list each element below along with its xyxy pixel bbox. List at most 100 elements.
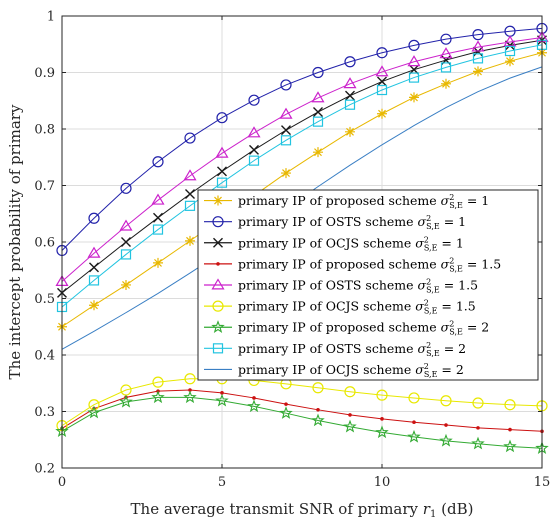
data-point — [311, 413, 325, 427]
data-point — [213, 237, 223, 248]
data-point — [503, 439, 517, 453]
data-point — [212, 216, 224, 228]
legend-item: primary IP of OCJS scheme σ2 S,E = 2 — [204, 362, 464, 379]
data-point — [376, 47, 388, 59]
y-tick-label: 0.5 — [34, 292, 55, 307]
legend-label: primary IP of OSTS scheme σ2 S,E = 1.5 — [238, 278, 478, 295]
legend-item: primary IP of proposed scheme σ2 S,E = 1 — [204, 193, 489, 210]
legend-item: primary IP of proposed scheme σ2 S,E = 2 — [204, 320, 489, 337]
data-point — [212, 343, 224, 354]
data-point — [472, 53, 484, 64]
legend-label: primary IP of proposed scheme σ2 S,E = 2 — [238, 320, 489, 337]
legend-label: primary IP of proposed scheme σ2 S,E = 1 — [238, 193, 489, 210]
legend-item: primary IP of OSTS scheme σ2 S,E = 1 — [204, 214, 466, 231]
data-point — [184, 132, 196, 144]
data-point — [152, 224, 164, 235]
data-point — [89, 300, 99, 311]
data-point — [151, 193, 165, 205]
data-point — [476, 426, 480, 430]
x-tick-label: 15 — [534, 475, 550, 490]
data-point — [471, 436, 485, 450]
data-point — [252, 396, 256, 400]
data-point — [441, 78, 451, 89]
data-point — [153, 212, 163, 223]
axis-ticks: 0.20.30.40.50.60.70.80.910 5 10 15 — [34, 10, 550, 491]
series-4 — [60, 388, 544, 434]
legend-label: primary IP of proposed scheme σ2 S,E = 1.… — [238, 256, 501, 273]
series-line — [61, 39, 543, 294]
data-point — [375, 65, 389, 77]
data-point — [280, 79, 292, 91]
series-8 — [56, 39, 548, 313]
y-tick-label: 1 — [47, 10, 55, 25]
legend-item: primary IP of OCJS scheme σ2 S,E = 1 — [204, 235, 464, 252]
data-point — [311, 91, 325, 103]
legend-item: primary IP of OSTS scheme σ2 S,E = 2 — [204, 341, 466, 358]
series-6 — [56, 373, 548, 432]
data-point — [188, 388, 192, 392]
data-point — [380, 417, 384, 421]
data-point — [119, 394, 133, 408]
data-point — [279, 107, 293, 119]
data-point — [217, 166, 227, 177]
data-point — [216, 112, 228, 124]
data-point — [312, 116, 324, 127]
legend-item: primary IP of OCJS scheme σ2 S,E = 1.5 — [204, 299, 476, 316]
legend-box — [197, 189, 539, 381]
data-point — [119, 219, 133, 231]
series-line — [61, 36, 543, 282]
data-point — [183, 169, 197, 181]
y-tick-label: 0.2 — [34, 462, 55, 477]
x-axis-label-sub: 1 — [430, 509, 436, 520]
data-point — [152, 376, 164, 388]
x-tick-label: 0 — [58, 475, 66, 490]
x-axis-label: The average transmit SNR of primary r1 (… — [131, 500, 474, 520]
data-point — [408, 39, 420, 51]
data-point — [121, 237, 131, 247]
y-tick-label: 0.8 — [34, 123, 55, 138]
data-point — [248, 94, 260, 106]
data-point — [211, 278, 225, 290]
data-point — [409, 92, 419, 103]
legend-label: primary IP of OCJS scheme σ2 S,E = 1.5 — [238, 299, 476, 316]
legend-label: primary IP of OSTS scheme σ2 S,E = 2 — [238, 341, 466, 358]
data-point — [280, 135, 292, 146]
data-point — [504, 399, 516, 411]
data-point — [440, 33, 452, 45]
data-point — [216, 262, 220, 266]
legend-label: primary IP of OCJS scheme σ2 S,E = 2 — [238, 362, 464, 379]
data-point — [211, 320, 225, 333]
y-tick-label: 0.9 — [34, 66, 55, 81]
data-point — [343, 77, 357, 89]
data-point — [153, 257, 163, 268]
data-point — [89, 262, 99, 273]
data-point — [408, 72, 420, 83]
data-point — [504, 45, 516, 57]
data-point — [281, 125, 291, 136]
data-point — [344, 386, 356, 398]
data-point — [87, 246, 101, 258]
data-point — [375, 425, 389, 439]
data-point — [344, 56, 356, 68]
data-point — [313, 107, 323, 118]
x-axis-label-text: The average transmit SNR of primary — [131, 500, 423, 518]
data-point — [151, 390, 165, 404]
data-point — [344, 99, 356, 110]
data-point — [345, 90, 355, 101]
legend-label: primary IP of OSTS scheme σ2 S,E = 1 — [238, 214, 466, 231]
data-point — [215, 146, 229, 158]
y-tick-label: 0.4 — [34, 349, 55, 364]
data-point — [185, 235, 195, 246]
data-point — [407, 55, 421, 67]
data-point — [407, 429, 421, 443]
data-point — [213, 195, 223, 206]
data-point — [508, 427, 512, 432]
series-line — [61, 52, 543, 328]
data-point — [408, 392, 420, 404]
data-point — [215, 393, 229, 407]
data-point — [348, 413, 352, 417]
data-point — [313, 147, 323, 158]
x-tick-label: 5 — [218, 475, 226, 490]
data-point — [412, 420, 416, 425]
